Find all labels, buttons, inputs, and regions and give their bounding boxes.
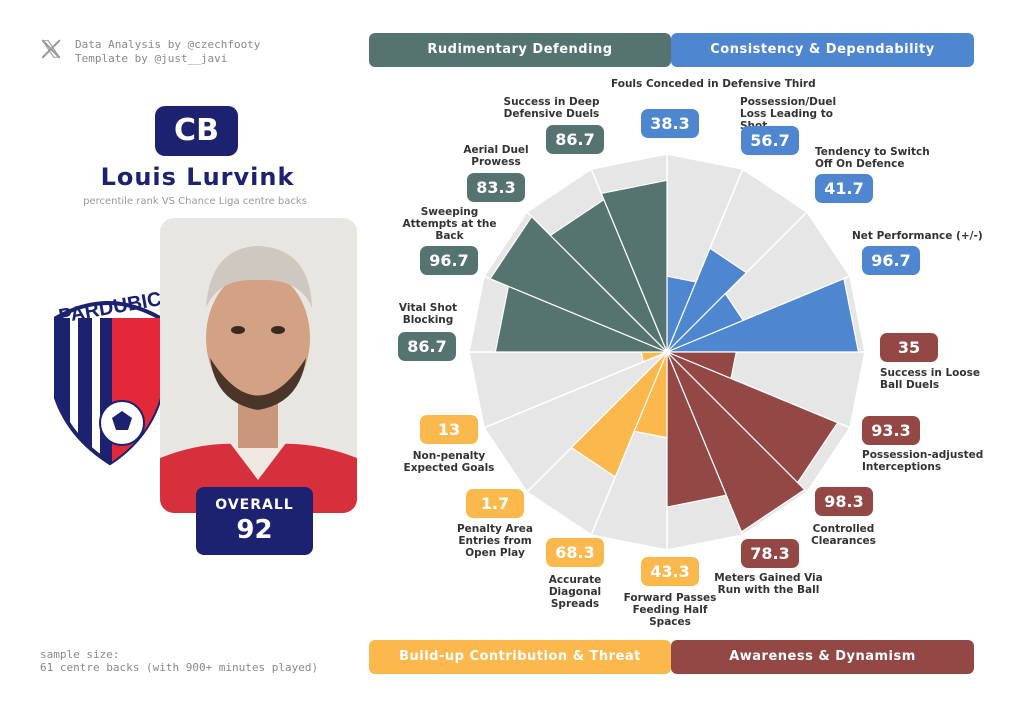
subtitle: percentile rank VS Chance Liga centre ba…	[83, 196, 307, 207]
metric-value: 78.3	[741, 539, 799, 568]
category-awareness-dynamism: Awareness & Dynamism	[671, 640, 974, 674]
metric-value: 43.3	[641, 557, 699, 586]
metric-label: Meters Gained Via Run with the Ball	[714, 572, 823, 596]
player-name: Louis Lurvink	[100, 163, 295, 191]
metric-value: 96.7	[862, 246, 920, 275]
metric-label: Controlled Clearances	[811, 523, 876, 547]
metric-value: 93.3	[862, 416, 920, 445]
metric-value: 96.7	[420, 246, 478, 275]
metric-label: Sweeping Attempts at the Back	[402, 206, 497, 242]
metric-label: Non-penalty Expected Goals	[403, 450, 495, 474]
sample-size-detail: 61 centre backs (with 900+ minutes playe…	[40, 661, 319, 674]
metric-label: Penalty Area Entries from Open Play	[456, 523, 533, 559]
category-buildup-contribution: Build-up Contribution & Threat	[369, 640, 671, 674]
metric-label: Success in Loose Ball Duels	[880, 367, 980, 391]
category-consistency-dependability: Consistency & Dependability	[671, 33, 974, 67]
sample-size-title: sample size:	[40, 648, 120, 661]
metric-value: 68.3	[546, 538, 604, 567]
category-rudimentary-defending: Rudimentary Defending	[369, 33, 671, 67]
position-badge: CB	[155, 106, 238, 156]
metric-label: Possession-adjusted Interceptions	[862, 449, 984, 473]
credit-template: Template by @just__javi	[75, 52, 228, 65]
metric-label: Tendency to Switch Off On Defence	[815, 146, 930, 170]
overall-label: OVERALL	[215, 497, 294, 513]
metric-label: Success in Deep Defensive Duels	[503, 96, 600, 120]
overall-badge: OVERALL 92	[196, 487, 313, 555]
club-crest-logo: PARDUBIC	[54, 288, 163, 466]
metric-label: Aerial Duel Prowess	[463, 144, 529, 168]
metric-value: 13	[420, 415, 478, 444]
metric-label: Fouls Conceded in Defensive Third	[611, 78, 816, 90]
bar-accurate-diagonal-spreads	[570, 351, 668, 478]
metric-label: Forward Passes Feeding Half Spaces	[623, 592, 717, 628]
metric-label: Vital Shot Blocking	[398, 302, 458, 326]
metric-value: 1.7	[466, 489, 524, 518]
metric-value: 41.7	[815, 174, 873, 203]
metric-label: Accurate Diagonal Spreads	[548, 574, 602, 610]
bar-success-in-deep-defensive-duels	[600, 179, 668, 353]
sample-size: sample size: 61 centre backs (with 900+ …	[40, 648, 318, 674]
metric-label: Net Performance (+/-)	[852, 230, 983, 242]
credit-analysis: Data Analysis by @czechfooty	[75, 38, 261, 51]
metric-value: 38.3	[641, 109, 699, 138]
bar-net-performance	[666, 277, 860, 353]
credits: Data Analysis by @czechfooty Template by…	[75, 38, 260, 66]
metric-value: 86.7	[398, 332, 456, 361]
metric-value: 86.7	[546, 125, 604, 154]
metric-value: 98.3	[815, 487, 873, 516]
metric-value: 83.3	[467, 173, 525, 202]
overall-value: 92	[236, 515, 273, 545]
metric-value: 56.7	[741, 126, 799, 155]
metric-value: 35	[880, 333, 938, 362]
x-logo-icon	[41, 39, 61, 59]
